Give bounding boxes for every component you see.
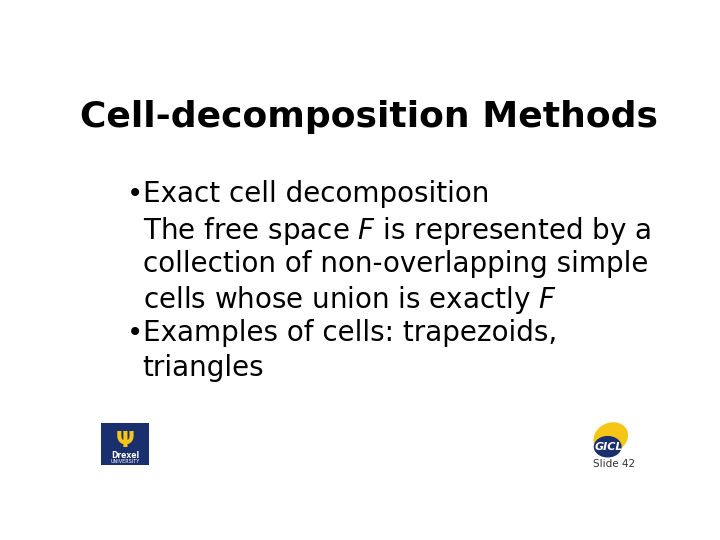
Text: collection of non-overlapping simple: collection of non-overlapping simple	[143, 249, 648, 278]
Text: GICL: GICL	[594, 442, 623, 452]
Text: cells whose union is exactly $\mathit{F}$: cells whose union is exactly $\mathit{F}…	[143, 284, 557, 316]
Text: Ψ: Ψ	[115, 430, 135, 451]
Ellipse shape	[594, 436, 621, 457]
FancyBboxPatch shape	[101, 423, 149, 465]
Ellipse shape	[593, 422, 628, 453]
Text: triangles: triangles	[143, 354, 264, 382]
Text: Exact cell decomposition: Exact cell decomposition	[143, 180, 489, 208]
Text: Examples of cells: trapezoids,: Examples of cells: trapezoids,	[143, 319, 557, 347]
Text: UNIVERSITY: UNIVERSITY	[110, 460, 140, 464]
Text: •: •	[127, 180, 143, 208]
Text: Slide 42: Slide 42	[593, 459, 635, 469]
Text: The free space $\mathit{F}$ is represented by a: The free space $\mathit{F}$ is represent…	[143, 215, 651, 247]
Text: •: •	[127, 319, 143, 347]
Text: Cell-decomposition Methods: Cell-decomposition Methods	[80, 100, 658, 134]
Text: Drexel: Drexel	[111, 451, 139, 461]
